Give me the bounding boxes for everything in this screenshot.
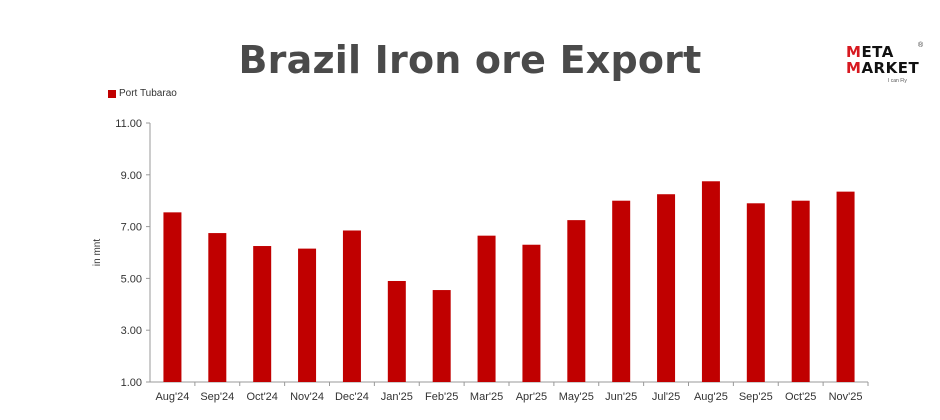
x-tick-label: Nov'25 xyxy=(829,391,863,403)
x-tick-label: Jan'25 xyxy=(381,391,413,403)
chart-title: Brazil Iron ore Export xyxy=(238,38,702,82)
logo-tagline: I can Fly xyxy=(888,78,907,84)
y-axis-label: in mnt xyxy=(92,239,103,266)
bar-Nov'24 xyxy=(298,248,317,382)
x-tick-label: Jun'25 xyxy=(605,391,637,403)
bar-Aug'24 xyxy=(163,212,182,382)
x-tick-label: Oct'25 xyxy=(785,391,816,403)
x-tick-label: Nov'24 xyxy=(290,391,324,403)
bar-Apr'25 xyxy=(522,244,541,382)
logo-line-1: META xyxy=(846,43,894,61)
bar-Sep'24 xyxy=(208,233,227,382)
bar-May'25 xyxy=(567,220,586,382)
registered-mark: ® xyxy=(918,42,924,49)
bar-Nov'25 xyxy=(836,191,855,382)
bar-Oct'25 xyxy=(791,200,810,382)
x-tick-label: May'25 xyxy=(559,391,594,403)
bar-Oct'24 xyxy=(253,246,272,382)
bar-Jun'25 xyxy=(612,200,631,382)
x-tick-label: Feb'25 xyxy=(425,391,458,403)
bar-Mar'25 xyxy=(477,235,496,382)
bar-Dec'24 xyxy=(342,230,361,382)
x-tick-label: Jul'25 xyxy=(652,391,680,403)
x-tick-label: Dec'24 xyxy=(335,391,369,403)
x-tick-label: Aug'24 xyxy=(155,391,189,403)
bar-Feb'25 xyxy=(432,290,451,382)
logo-line-2: MARKET xyxy=(846,59,920,77)
y-tick-label: 1.00 xyxy=(121,377,142,389)
y-tick-label: 9.00 xyxy=(121,170,142,182)
y-tick-label: 7.00 xyxy=(121,222,142,234)
y-tick-label: 11.00 xyxy=(115,118,142,130)
y-tick-label: 5.00 xyxy=(121,273,142,285)
x-tick-label: Apr'25 xyxy=(516,391,547,403)
x-tick-label: Aug'25 xyxy=(694,391,728,403)
x-tick-label: Mar'25 xyxy=(470,391,503,403)
x-tick-label: Sep'24 xyxy=(200,391,234,403)
meta-market-logo: META MARKET ® I can Fly xyxy=(846,42,926,92)
bar-Jul'25 xyxy=(657,194,676,382)
x-tick-label: Oct'24 xyxy=(246,391,277,403)
legend-swatch xyxy=(108,89,116,98)
bar-Jan'25 xyxy=(387,280,406,382)
legend: Port Tubarao xyxy=(108,88,177,99)
bar-Aug'25 xyxy=(701,181,720,382)
bar-Sep'25 xyxy=(746,203,765,382)
x-tick-label: Sep'25 xyxy=(739,391,773,403)
legend-label: Port Tubarao xyxy=(119,88,177,99)
y-tick-label: 3.00 xyxy=(121,325,142,337)
